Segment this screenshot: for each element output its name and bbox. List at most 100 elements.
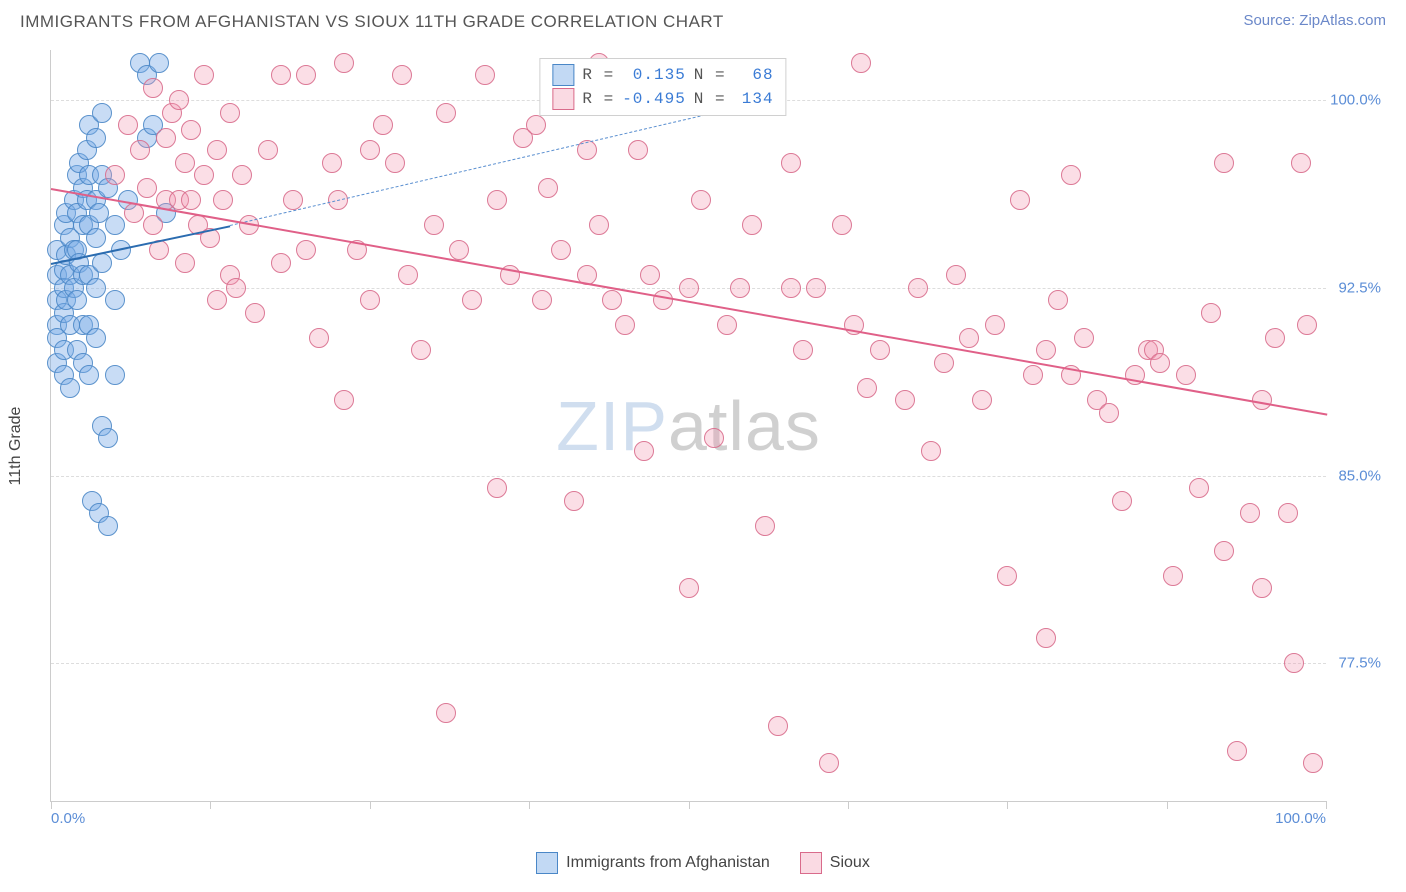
data-point — [118, 115, 138, 135]
data-point — [92, 103, 112, 123]
stats-value-r: -0.495 — [622, 87, 686, 111]
data-point — [1278, 503, 1298, 523]
stats-value-n: 134 — [734, 87, 774, 111]
data-point — [86, 228, 106, 248]
data-point — [322, 153, 342, 173]
data-point — [615, 315, 635, 335]
data-point — [67, 290, 87, 310]
data-point — [832, 215, 852, 235]
x-tick-mark — [370, 801, 371, 809]
data-point — [207, 140, 227, 160]
data-point — [105, 215, 125, 235]
data-point — [475, 65, 495, 85]
data-point — [1112, 491, 1132, 511]
data-point — [985, 315, 1005, 335]
x-tick-label: 100.0% — [1275, 810, 1326, 827]
grid-line-h — [51, 663, 1326, 664]
legend-label: Immigrants from Afghanistan — [566, 854, 770, 872]
data-point — [730, 278, 750, 298]
data-point — [640, 265, 660, 285]
data-point — [143, 215, 163, 235]
data-point — [1291, 153, 1311, 173]
data-point — [392, 65, 412, 85]
x-tick-mark — [1167, 801, 1168, 809]
data-point — [806, 278, 826, 298]
data-point — [79, 365, 99, 385]
data-point — [1297, 315, 1317, 335]
data-point — [1284, 653, 1304, 673]
data-point — [296, 65, 316, 85]
data-point — [105, 165, 125, 185]
data-point — [1227, 741, 1247, 761]
data-point — [793, 340, 813, 360]
data-point — [959, 328, 979, 348]
stats-label-r: R = — [582, 87, 614, 111]
data-point — [1252, 578, 1272, 598]
data-point — [768, 716, 788, 736]
data-point — [717, 315, 737, 335]
chart-title: IMMIGRANTS FROM AFGHANISTAN VS SIOUX 11T… — [20, 12, 724, 32]
data-point — [424, 215, 444, 235]
data-point — [232, 165, 252, 185]
data-point — [360, 290, 380, 310]
legend-bottom: Immigrants from Afghanistan Sioux — [0, 852, 1406, 874]
chart-header: IMMIGRANTS FROM AFGHANISTAN VS SIOUX 11T… — [0, 0, 1406, 44]
data-point — [997, 566, 1017, 586]
data-point — [487, 478, 507, 498]
data-point — [1265, 328, 1285, 348]
data-point — [296, 240, 316, 260]
data-point — [704, 428, 724, 448]
data-point — [334, 390, 354, 410]
data-point — [781, 153, 801, 173]
data-point — [360, 140, 380, 160]
data-point — [220, 103, 240, 123]
data-point — [1214, 541, 1234, 561]
data-point — [98, 516, 118, 536]
data-point — [156, 128, 176, 148]
x-tick-label: 0.0% — [51, 810, 85, 827]
legend-swatch — [536, 852, 558, 874]
data-point — [1036, 340, 1056, 360]
data-point — [1099, 403, 1119, 423]
data-point — [634, 441, 654, 461]
x-tick-mark — [689, 801, 690, 809]
data-point — [86, 278, 106, 298]
data-point — [226, 278, 246, 298]
data-point — [819, 753, 839, 773]
data-point — [207, 290, 227, 310]
data-point — [86, 128, 106, 148]
data-point — [851, 53, 871, 73]
data-point — [934, 353, 954, 373]
data-point — [169, 90, 189, 110]
legend-swatch — [800, 852, 822, 874]
watermark: ZIPatlas — [556, 386, 821, 466]
data-point — [691, 190, 711, 210]
data-point — [137, 178, 157, 198]
data-point — [175, 253, 195, 273]
watermark-atlas: atlas — [668, 387, 821, 465]
data-point — [532, 290, 552, 310]
data-point — [462, 290, 482, 310]
data-point — [105, 365, 125, 385]
y-tick-label: 85.0% — [1338, 467, 1381, 484]
legend-item-afghan: Immigrants from Afghanistan — [536, 852, 770, 874]
data-point — [334, 53, 354, 73]
stats-box: R =0.135N =68R =-0.495N =134 — [539, 58, 786, 116]
y-tick-label: 77.5% — [1338, 655, 1381, 672]
data-point — [679, 578, 699, 598]
stats-swatch — [552, 88, 574, 110]
x-tick-mark — [848, 801, 849, 809]
data-point — [385, 153, 405, 173]
data-point — [1201, 303, 1221, 323]
stats-label-n: N = — [694, 63, 726, 87]
data-point — [258, 140, 278, 160]
data-point — [98, 428, 118, 448]
data-point — [1036, 628, 1056, 648]
data-point — [1176, 365, 1196, 385]
stats-value-r: 0.135 — [622, 63, 686, 87]
data-point — [60, 378, 80, 398]
data-point — [755, 516, 775, 536]
stats-label-r: R = — [582, 63, 614, 87]
data-point — [679, 278, 699, 298]
stats-value-n: 68 — [734, 63, 774, 87]
